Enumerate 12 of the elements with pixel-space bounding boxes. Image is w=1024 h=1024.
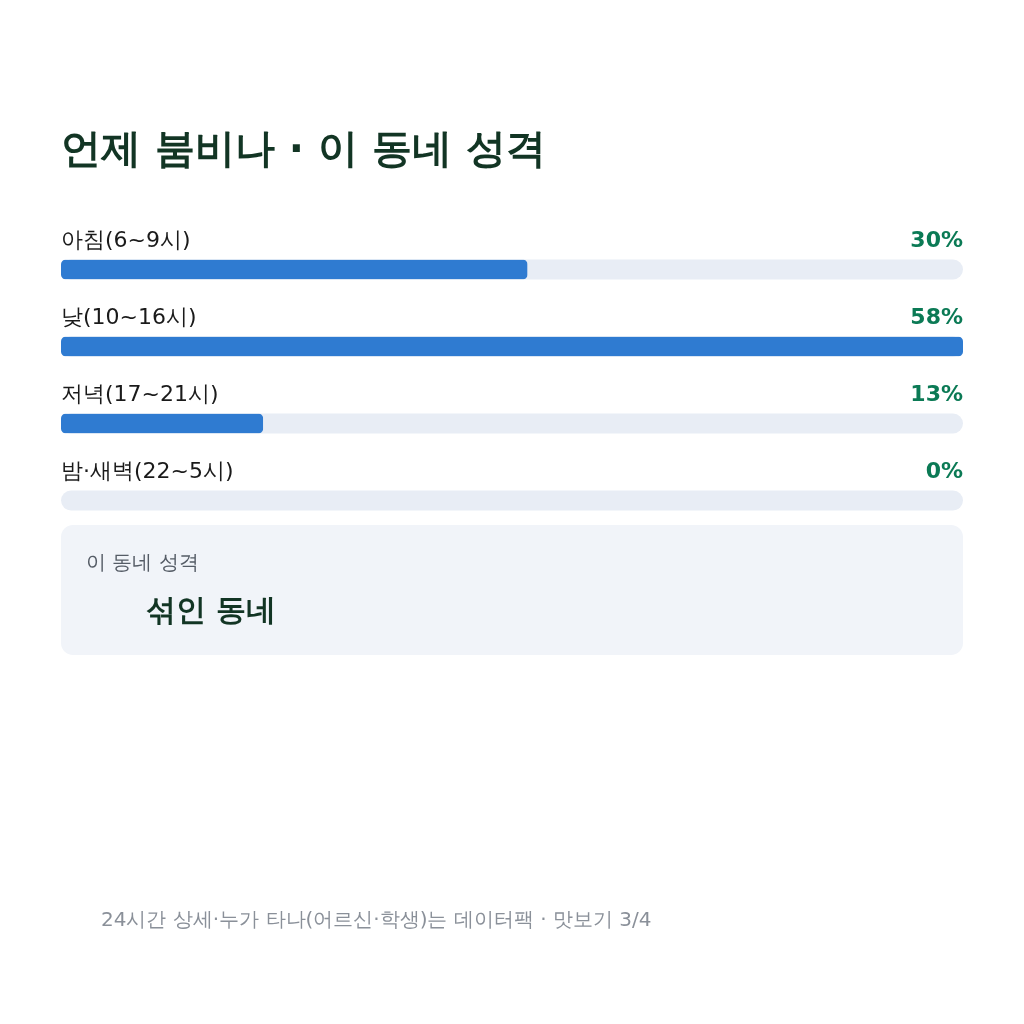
data-label: 13%: [910, 380, 963, 406]
y-tick-label: 밤·새벽(22~5시): [61, 457, 234, 483]
text: 섞인 동네: [146, 592, 277, 627]
data-label: 30%: [910, 226, 963, 252]
y-tick-label: 아침(6~9시): [61, 226, 191, 252]
chart-title: 언제 붐비나 · 이 동네 성격: [61, 125, 546, 171]
data-label: 0%: [925, 457, 963, 483]
text: 이 동네 성격: [86, 550, 199, 574]
data-label: 58%: [910, 303, 963, 329]
text: 24시간 상세·누가 타나(어르신·학생)는 데이터팩 · 맛보기 3/4: [101, 907, 652, 931]
y-tick-label: 낮(10~16시): [61, 303, 197, 329]
y-tick-label: 저녁(17~21시): [61, 380, 219, 406]
